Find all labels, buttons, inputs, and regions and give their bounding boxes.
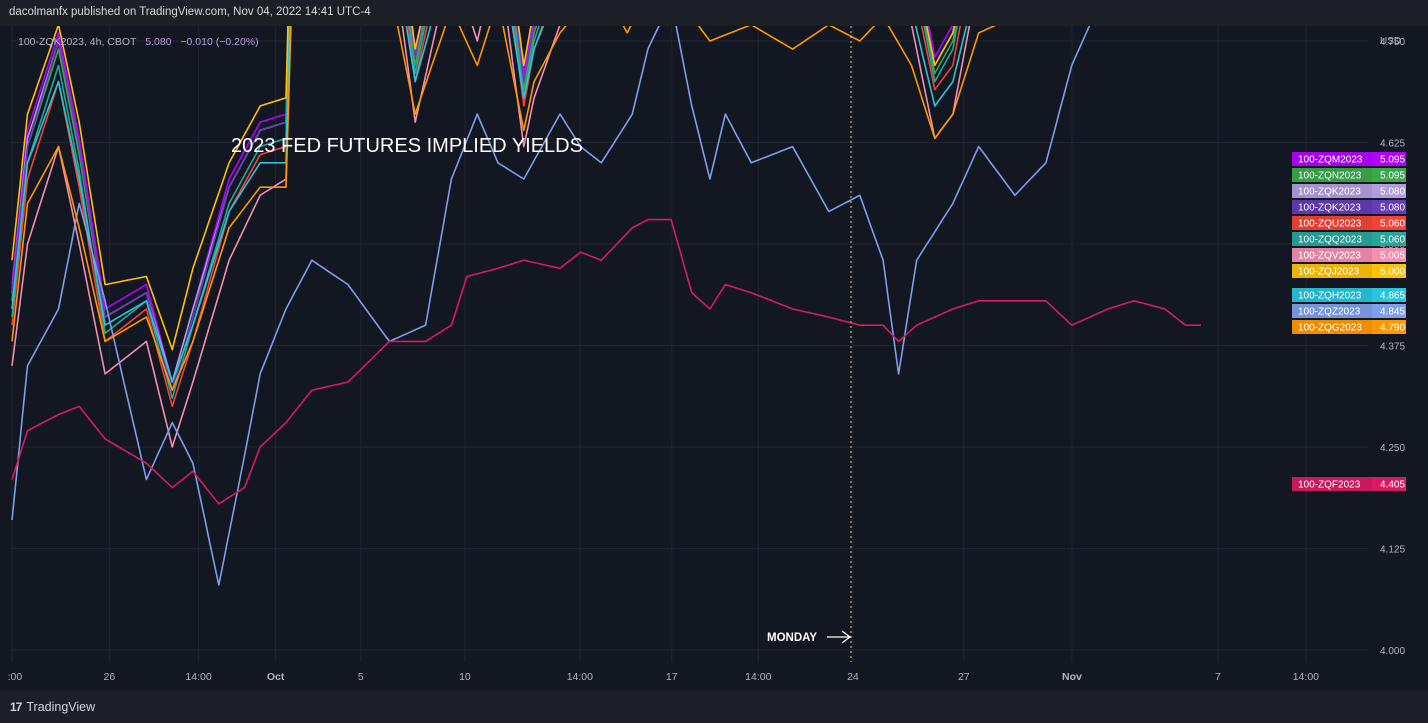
grid-lines: [10, 26, 1368, 662]
price-tag-value: 5.060: [1380, 219, 1405, 230]
x-axis[interactable]: 4:00 26 14:00 Oct 5 10 14:00 17 14:00 24 27 Nov 7 14:…: [8, 671, 1319, 683]
brand[interactable]: 17 TradingView: [10, 700, 95, 714]
x-tick-label: 14:00: [1293, 671, 1319, 683]
price-tag-name: 100-ZQQ2023: [1298, 235, 1362, 246]
symbol-legend[interactable]: 100-ZQK2023, 4h, CBOT 5.080 −0.010 (−0.2…: [18, 36, 259, 48]
price-tag: 100-ZQF2023 4.405: [1292, 477, 1406, 491]
x-tick-label: Oct: [267, 671, 285, 683]
symbol-value: 5.080: [145, 36, 171, 48]
brand-name: TradingView: [26, 700, 96, 714]
series-line-100-zqk2023: [11, 26, 955, 391]
price-tag: 100-ZQK2023 5.080: [1292, 200, 1406, 214]
price-tag: 100-ZQZ2023 4.845: [1292, 304, 1406, 318]
price-tag: 100-ZQK2023 5.080: [1292, 184, 1406, 198]
price-tag-value: 4.405: [1380, 480, 1405, 491]
price-tag-name: 100-ZQU2023: [1298, 219, 1362, 230]
footer-bar: 17 TradingView: [0, 690, 1428, 723]
chart-title: 2023 FED FUTURES IMPLIED YIELDS: [231, 135, 583, 157]
y-tick-label: 4.625: [1380, 139, 1405, 150]
price-tag-name: 100-ZQG2023: [1298, 323, 1362, 334]
x-tick-label: 4:00: [8, 671, 22, 683]
price-tag: 100-ZQH2023 4.865: [1292, 288, 1406, 302]
series-line-100-zqu2023: [11, 26, 962, 408]
price-tag-value: 5.095: [1380, 155, 1405, 166]
y-tick-label: 4.750: [1380, 37, 1405, 48]
x-tick-label: 14:00: [567, 671, 593, 683]
publisher-text: dacolmanfx published on TradingView.com,…: [9, 6, 371, 18]
x-tick-label: Nov: [1062, 671, 1082, 683]
price-tag-name: 100-ZQK2023: [1298, 203, 1361, 214]
price-tag-value: 5.080: [1380, 203, 1405, 214]
price-tag-name: 100-ZQH2023: [1298, 291, 1362, 302]
x-tick-label: 5: [358, 671, 364, 683]
y-axis[interactable]: 5.3755.2504.7504.6254.5004.3754.2504.125…: [1380, 26, 1405, 657]
price-tag: 100-ZQM2023 5.095: [1292, 152, 1406, 166]
price-tag-value: 5.000: [1380, 267, 1405, 278]
series-line-100-zqh2023: [11, 26, 968, 383]
price-tag: 100-ZQU2023 5.060: [1292, 216, 1406, 230]
series-line-100-zqg2023: [11, 26, 997, 391]
price-tag-value: 4.845: [1380, 307, 1405, 318]
series-line-100-zqk2023: [11, 26, 955, 383]
currency-label: USD: [1380, 36, 1401, 47]
y-tick-label: 4.250: [1380, 443, 1405, 454]
price-tag-name: 100-ZQV2023: [1298, 251, 1361, 262]
symbol-change: −0.010 (−0.20%): [180, 36, 258, 48]
price-tag-value: 5.060: [1380, 235, 1405, 246]
price-tag-name: 100-ZQN2023: [1298, 171, 1362, 182]
price-tag: 100-ZQJ2023 5.000: [1292, 264, 1406, 278]
series-line-100-zqq2023: [11, 26, 958, 400]
price-tag-value: 5.005: [1380, 251, 1405, 262]
price-tag: 100-ZQG2023 4.790: [1292, 320, 1406, 334]
arrow-right-icon: [827, 630, 852, 644]
price-tag: 100-ZQN2023 5.095: [1292, 168, 1406, 182]
publisher-bar: dacolmanfx published on TradingView.com,…: [0, 0, 1428, 26]
chart-frame[interactable]: 100-ZQK2023, 4h, CBOT 5.080 −0.010 (−0.2…: [8, 26, 1420, 690]
y-tick-label: 4.125: [1380, 545, 1405, 556]
tradingview-logo-icon: 17: [10, 700, 22, 714]
price-tags: 100-ZQM2023 5.095 100-ZQN2023 5.095 100-ZQK2…: [1292, 152, 1406, 491]
y-tick-label: 4.000: [1380, 646, 1405, 657]
price-tag-name: 100-ZQJ2023: [1298, 267, 1360, 278]
series-line-100-zqf2023: [11, 218, 1201, 505]
price-tag-value: 5.080: [1380, 187, 1405, 198]
price-tag-value: 4.865: [1380, 291, 1405, 302]
x-tick-label: 27: [958, 671, 970, 683]
x-tick-label: 24: [847, 671, 859, 683]
x-tick-label: 10: [459, 671, 471, 683]
chart-svg[interactable]: 100-ZQK2023, 4h, CBOT 5.080 −0.010 (−0.2…: [8, 26, 1420, 690]
series-line-100-zqv2023: [11, 26, 971, 448]
price-tag-name: 100-ZQM2023: [1298, 155, 1363, 166]
x-tick-label: 14:00: [185, 671, 211, 683]
series-lines: [11, 26, 1201, 586]
price-tag: 100-ZQQ2023 5.060: [1292, 232, 1406, 246]
price-tag-name: 100-ZQF2023: [1298, 480, 1361, 491]
x-tick-label: 7: [1215, 671, 1221, 683]
y-tick-label: 4.375: [1380, 342, 1405, 353]
price-tag: 100-ZQV2023 5.005: [1292, 248, 1406, 262]
x-tick-label: 26: [104, 671, 116, 683]
price-tag-name: 100-ZQK2023: [1298, 187, 1361, 198]
symbol-name: 100-ZQK2023, 4h, CBOT: [18, 36, 137, 48]
monday-label: MONDAY: [767, 632, 817, 644]
series-line-100-zqj2023: [11, 26, 956, 351]
series-line-100-zqz2023: [11, 26, 1091, 586]
series-line-100-zqm2023: [11, 26, 954, 383]
price-tag-name: 100-ZQZ2023: [1298, 307, 1361, 318]
price-tag-value: 4.790: [1380, 323, 1405, 334]
x-tick-label: 14:00: [745, 671, 771, 683]
price-tag-value: 5.095: [1380, 171, 1405, 182]
x-tick-label: 17: [666, 671, 678, 683]
